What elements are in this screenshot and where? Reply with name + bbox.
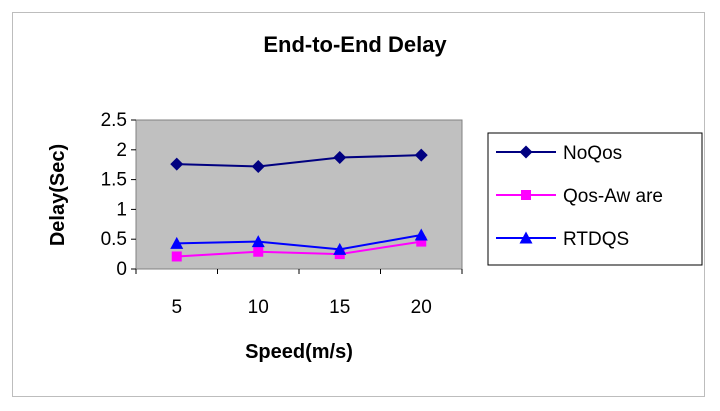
legend-entry-0: NoQos [496,143,622,164]
y-tick-label: 1.5 [101,170,127,191]
y-tick-label: 2.5 [101,110,127,131]
legend-marker [519,145,533,159]
legend-marker [521,190,531,200]
x-tick-label: 20 [411,297,432,318]
chart-title: End-to-End Delay [263,32,447,57]
y-tick-label: 0 [116,259,127,280]
series-line [176,154,422,168]
x-tick-label: 10 [248,297,269,318]
y-axis-title: Delay(Sec) [47,144,69,246]
plot-area [135,119,463,270]
data-point [253,246,264,257]
data-point [414,148,428,162]
legend-entry-2: RTDQS [496,229,629,250]
series-layer [170,148,428,262]
x-axis: 5 10 15 20 [135,269,463,318]
data-point [170,157,184,171]
legend: NoQos Qos-Aw are RTDQS [487,132,703,266]
data-point [251,235,265,248]
data-point [170,236,184,249]
legend-label: RTDQS [563,229,629,250]
legend-marker [519,231,533,244]
data-point [251,159,265,173]
x-axis-title: Speed(m/s) [245,341,353,363]
data-point [333,151,347,165]
y-tick-label: 0.5 [101,229,127,250]
series-2 [170,228,428,255]
legend-entry-1: Qos-Aw are [496,186,663,207]
legend-label: NoQos [563,143,622,164]
legend-label: Qos-Aw are [563,186,663,207]
data-point [333,242,347,255]
series-line [176,234,422,251]
y-tick-label: 1 [116,199,127,220]
x-tick-label: 15 [329,297,350,318]
data-point [414,228,428,241]
y-axis: 0 0.5 1 1.5 2 2.5 [101,110,136,280]
series-0 [170,148,428,173]
series-line [176,240,422,258]
x-tick-label: 5 [171,297,182,318]
data-point [171,251,182,262]
data-point [416,236,427,247]
y-tick-label: 2 [116,140,127,161]
